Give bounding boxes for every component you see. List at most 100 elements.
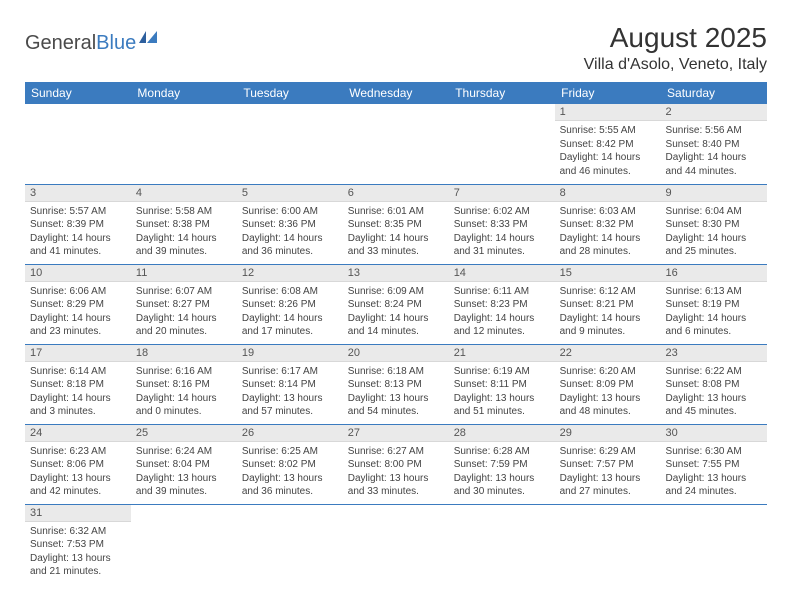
calendar-day-cell: 9Sunrise: 6:04 AMSunset: 8:30 PMDaylight… (661, 184, 767, 264)
day-number: 17 (25, 345, 131, 362)
sunrise-line: Sunrise: 5:55 AM (560, 124, 656, 138)
sunset-line: Sunset: 8:29 PM (30, 298, 126, 312)
sunset-line: Sunset: 7:59 PM (454, 458, 550, 472)
day-number (449, 104, 555, 120)
calendar-day-cell: 16Sunrise: 6:13 AMSunset: 8:19 PMDayligh… (661, 264, 767, 344)
calendar-day-cell: 15Sunrise: 6:12 AMSunset: 8:21 PMDayligh… (555, 264, 661, 344)
day-number (25, 104, 131, 120)
day-body: Sunrise: 6:20 AMSunset: 8:09 PMDaylight:… (555, 362, 661, 423)
daylight-line: Daylight: 13 hours and 39 minutes. (136, 472, 232, 499)
sunset-line: Sunset: 8:21 PM (560, 298, 656, 312)
calendar-day-cell: 30Sunrise: 6:30 AMSunset: 7:55 PMDayligh… (661, 424, 767, 504)
sunrise-line: Sunrise: 6:18 AM (348, 365, 444, 379)
sunset-line: Sunset: 8:11 PM (454, 378, 550, 392)
weekday-header: Wednesday (343, 82, 449, 104)
day-number (131, 104, 237, 120)
sunset-line: Sunset: 8:36 PM (242, 218, 338, 232)
day-body: Sunrise: 6:29 AMSunset: 7:57 PMDaylight:… (555, 442, 661, 503)
daylight-line: Daylight: 14 hours and 46 minutes. (560, 151, 656, 178)
day-number: 31 (25, 505, 131, 522)
day-body: Sunrise: 6:16 AMSunset: 8:16 PMDaylight:… (131, 362, 237, 423)
sunrise-line: Sunrise: 6:22 AM (666, 365, 762, 379)
day-body: Sunrise: 6:12 AMSunset: 8:21 PMDaylight:… (555, 282, 661, 343)
day-number: 14 (449, 265, 555, 282)
calendar-day-cell: 10Sunrise: 6:06 AMSunset: 8:29 PMDayligh… (25, 264, 131, 344)
day-number: 29 (555, 425, 661, 442)
calendar-day-cell: 19Sunrise: 6:17 AMSunset: 8:14 PMDayligh… (237, 344, 343, 424)
calendar-day-cell: 25Sunrise: 6:24 AMSunset: 8:04 PMDayligh… (131, 424, 237, 504)
calendar-week-row: 3Sunrise: 5:57 AMSunset: 8:39 PMDaylight… (25, 184, 767, 264)
calendar-day-cell: 18Sunrise: 6:16 AMSunset: 8:16 PMDayligh… (131, 344, 237, 424)
calendar-day-cell: 24Sunrise: 6:23 AMSunset: 8:06 PMDayligh… (25, 424, 131, 504)
day-body: Sunrise: 6:32 AMSunset: 7:53 PMDaylight:… (25, 522, 131, 583)
sunrise-line: Sunrise: 6:11 AM (454, 285, 550, 299)
calendar-day-cell (555, 504, 661, 584)
day-body: Sunrise: 6:09 AMSunset: 8:24 PMDaylight:… (343, 282, 449, 343)
day-number: 1 (555, 104, 661, 121)
day-body: Sunrise: 6:19 AMSunset: 8:11 PMDaylight:… (449, 362, 555, 423)
sunrise-line: Sunrise: 6:19 AM (454, 365, 550, 379)
calendar-day-cell (661, 504, 767, 584)
sunset-line: Sunset: 8:09 PM (560, 378, 656, 392)
daylight-line: Daylight: 14 hours and 14 minutes. (348, 312, 444, 339)
calendar-day-cell (131, 504, 237, 584)
sunset-line: Sunset: 8:38 PM (136, 218, 232, 232)
day-body: Sunrise: 5:58 AMSunset: 8:38 PMDaylight:… (131, 202, 237, 263)
day-body: Sunrise: 6:30 AMSunset: 7:55 PMDaylight:… (661, 442, 767, 503)
day-number: 7 (449, 185, 555, 202)
day-number: 19 (237, 345, 343, 362)
calendar-day-cell: 3Sunrise: 5:57 AMSunset: 8:39 PMDaylight… (25, 184, 131, 264)
sunrise-line: Sunrise: 6:14 AM (30, 365, 126, 379)
sunset-line: Sunset: 8:40 PM (666, 138, 762, 152)
title-block: August 2025 Villa d'Asolo, Veneto, Italy (584, 22, 767, 74)
daylight-line: Daylight: 14 hours and 12 minutes. (454, 312, 550, 339)
day-body: Sunrise: 6:24 AMSunset: 8:04 PMDaylight:… (131, 442, 237, 503)
day-number: 20 (343, 345, 449, 362)
sunset-line: Sunset: 8:08 PM (666, 378, 762, 392)
day-body: Sunrise: 6:00 AMSunset: 8:36 PMDaylight:… (237, 202, 343, 263)
day-body: Sunrise: 6:07 AMSunset: 8:27 PMDaylight:… (131, 282, 237, 343)
day-number: 21 (449, 345, 555, 362)
day-body: Sunrise: 6:23 AMSunset: 8:06 PMDaylight:… (25, 442, 131, 503)
sunset-line: Sunset: 7:55 PM (666, 458, 762, 472)
month-title: August 2025 (584, 22, 767, 54)
day-body: Sunrise: 6:02 AMSunset: 8:33 PMDaylight:… (449, 202, 555, 263)
sunset-line: Sunset: 8:14 PM (242, 378, 338, 392)
sunset-line: Sunset: 7:57 PM (560, 458, 656, 472)
sunset-line: Sunset: 8:13 PM (348, 378, 444, 392)
sunset-line: Sunset: 8:23 PM (454, 298, 550, 312)
daylight-line: Daylight: 13 hours and 42 minutes. (30, 472, 126, 499)
calendar-day-cell: 8Sunrise: 6:03 AMSunset: 8:32 PMDaylight… (555, 184, 661, 264)
sunset-line: Sunset: 8:19 PM (666, 298, 762, 312)
weekday-header: Saturday (661, 82, 767, 104)
day-body: Sunrise: 6:13 AMSunset: 8:19 PMDaylight:… (661, 282, 767, 343)
sunrise-line: Sunrise: 6:12 AM (560, 285, 656, 299)
day-number (555, 505, 661, 521)
day-body: Sunrise: 6:01 AMSunset: 8:35 PMDaylight:… (343, 202, 449, 263)
daylight-line: Daylight: 14 hours and 28 minutes. (560, 232, 656, 259)
calendar-day-cell: 11Sunrise: 6:07 AMSunset: 8:27 PMDayligh… (131, 264, 237, 344)
day-number: 28 (449, 425, 555, 442)
weekday-header: Monday (131, 82, 237, 104)
sunrise-line: Sunrise: 6:32 AM (30, 525, 126, 539)
day-number: 24 (25, 425, 131, 442)
day-number: 12 (237, 265, 343, 282)
day-number (661, 505, 767, 521)
sunrise-line: Sunrise: 6:09 AM (348, 285, 444, 299)
weekday-header: Friday (555, 82, 661, 104)
daylight-line: Daylight: 13 hours and 51 minutes. (454, 392, 550, 419)
location: Villa d'Asolo, Veneto, Italy (584, 56, 767, 74)
day-body: Sunrise: 6:14 AMSunset: 8:18 PMDaylight:… (25, 362, 131, 423)
sunrise-line: Sunrise: 6:16 AM (136, 365, 232, 379)
daylight-line: Daylight: 14 hours and 3 minutes. (30, 392, 126, 419)
weekday-header: Tuesday (237, 82, 343, 104)
sunset-line: Sunset: 8:32 PM (560, 218, 656, 232)
sunrise-line: Sunrise: 6:27 AM (348, 445, 444, 459)
day-number (449, 505, 555, 521)
daylight-line: Daylight: 14 hours and 23 minutes. (30, 312, 126, 339)
sunset-line: Sunset: 8:02 PM (242, 458, 338, 472)
day-number: 23 (661, 345, 767, 362)
sunset-line: Sunset: 8:06 PM (30, 458, 126, 472)
daylight-line: Daylight: 13 hours and 48 minutes. (560, 392, 656, 419)
day-body: Sunrise: 6:04 AMSunset: 8:30 PMDaylight:… (661, 202, 767, 263)
